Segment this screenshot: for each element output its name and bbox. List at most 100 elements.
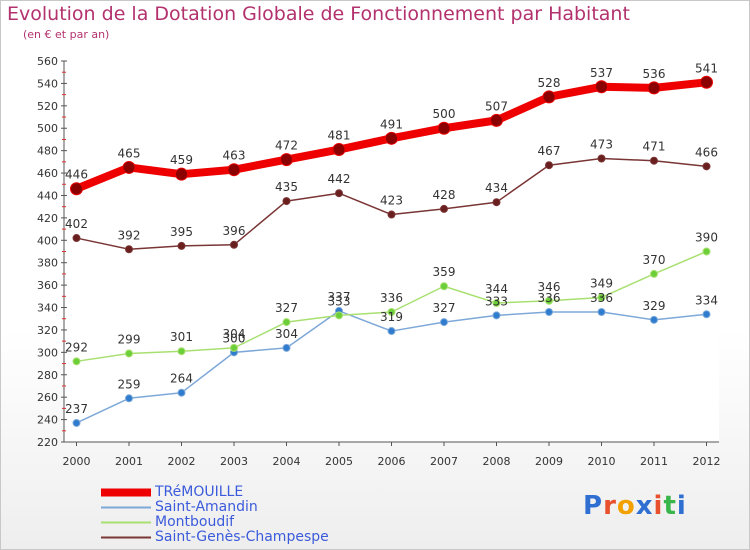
x-tick-label: 2003 xyxy=(220,455,248,468)
data-label-tremouille: 491 xyxy=(380,117,403,131)
data-point-tremouille xyxy=(542,90,556,104)
data-label-montboudif: 336 xyxy=(380,291,403,305)
data-point-montboudif xyxy=(440,282,448,291)
x-tick-label: 2008 xyxy=(483,455,511,468)
data-label-saint-genes-champespe: 434 xyxy=(485,181,508,195)
data-point-tremouille xyxy=(175,167,188,181)
data-label-saint-amandin: 237 xyxy=(65,402,88,416)
x-tick-label: 2001 xyxy=(115,455,143,468)
data-label-tremouille: 463 xyxy=(223,149,246,163)
y-tick-label: 260 xyxy=(37,391,58,404)
y-tick-label: 560 xyxy=(37,55,58,68)
data-point-montboudif xyxy=(72,357,81,366)
y-tick-label: 400 xyxy=(37,234,58,247)
data-point-tremouille xyxy=(280,153,293,167)
data-label-saint-amandin: 327 xyxy=(433,301,456,315)
legend-label-saint-amandin: Saint-Amandin xyxy=(155,499,258,515)
data-point-montboudif xyxy=(650,269,658,278)
data-label-tremouille: 536 xyxy=(643,67,666,81)
data-point-saint-amandin xyxy=(125,394,133,403)
data-label-tremouille: 528 xyxy=(538,76,561,90)
data-point-saint-amandin xyxy=(72,418,81,427)
x-tick-label: 2007 xyxy=(430,455,458,468)
data-label-saint-amandin: 300 xyxy=(223,331,246,345)
data-point-tremouille xyxy=(647,81,661,95)
data-label-saint-genes-champespe: 442 xyxy=(328,172,351,186)
data-label-saint-genes-champespe: 392 xyxy=(118,228,141,242)
legend-item-saint-amandin: Saint-Amandin xyxy=(101,500,329,515)
data-point-tremouille xyxy=(700,75,713,89)
data-label-montboudif: 349 xyxy=(590,276,613,290)
data-point-montboudif xyxy=(282,318,291,327)
data-point-montboudif xyxy=(597,293,606,302)
data-point-saint-amandin xyxy=(650,315,658,324)
y-tick-label: 220 xyxy=(37,436,58,449)
data-point-montboudif xyxy=(125,349,133,358)
data-label-saint-amandin: 304 xyxy=(275,327,298,341)
data-point-saint-genes-champespe xyxy=(72,234,81,243)
x-tick-label: 2005 xyxy=(325,455,353,468)
data-label-saint-genes-champespe: 467 xyxy=(538,144,561,158)
x-tick-label: 2009 xyxy=(535,455,563,468)
y-tick-label: 540 xyxy=(37,77,58,90)
data-point-saint-genes-champespe xyxy=(335,189,343,198)
data-point-saint-genes-champespe xyxy=(650,156,658,165)
data-label-saint-amandin: 337 xyxy=(328,290,351,304)
legend-swatch-tremouille xyxy=(101,488,151,497)
data-label-saint-genes-champespe: 423 xyxy=(380,194,403,208)
legend-label-montboudif: Montboudif xyxy=(155,514,235,530)
data-label-saint-amandin: 259 xyxy=(118,377,141,391)
data-point-saint-amandin xyxy=(177,388,186,397)
y-tick-label: 360 xyxy=(37,279,58,292)
x-tick-label: 2012 xyxy=(693,455,721,468)
legend-swatch-montboudif xyxy=(101,521,151,524)
legend-label-tremouille: TRéMOUILLE xyxy=(155,484,244,500)
data-point-saint-genes-champespe xyxy=(177,241,186,250)
data-label-saint-amandin: 334 xyxy=(695,293,718,307)
data-label-montboudif: 346 xyxy=(538,280,561,294)
data-point-tremouille xyxy=(227,163,241,177)
legend: TRéMOUILLE Saint-Amandin Montboudif Sain… xyxy=(101,485,329,545)
legend-item-saint-genes-champespe: Saint-Genès-Champespe xyxy=(101,530,329,545)
data-point-saint-amandin xyxy=(597,308,606,317)
y-tick-label: 480 xyxy=(37,145,58,158)
data-point-saint-amandin xyxy=(387,327,396,336)
data-point-saint-amandin xyxy=(282,343,291,352)
y-tick-label: 240 xyxy=(37,414,58,427)
data-point-montboudif xyxy=(177,347,186,356)
data-label-saint-genes-champespe: 435 xyxy=(275,180,298,194)
data-point-saint-amandin xyxy=(702,310,711,319)
data-point-montboudif xyxy=(230,343,238,352)
legend-swatch-saint-genes-champespe xyxy=(101,536,151,539)
data-label-tremouille: 541 xyxy=(695,61,718,75)
y-tick-label: 300 xyxy=(37,346,58,359)
y-tick-label: 440 xyxy=(37,189,58,202)
legend-label-saint-genes-champespe: Saint-Genès-Champespe xyxy=(155,529,329,545)
data-point-tremouille xyxy=(385,131,398,145)
data-point-saint-genes-champespe xyxy=(230,240,238,249)
data-point-saint-genes-champespe xyxy=(125,245,133,254)
data-point-saint-genes-champespe xyxy=(597,154,606,163)
data-label-saint-amandin: 333 xyxy=(485,294,508,308)
data-point-tremouille xyxy=(70,182,83,196)
plot-area xyxy=(64,61,719,442)
proxiti-logo: Proxiti xyxy=(583,491,687,521)
y-tick-label: 320 xyxy=(37,324,58,337)
x-tick-label: 2010 xyxy=(588,455,616,468)
x-tick-label: 2000 xyxy=(63,455,91,468)
data-label-tremouille: 537 xyxy=(590,66,613,80)
data-point-saint-genes-champespe xyxy=(282,197,291,206)
data-label-montboudif: 390 xyxy=(695,231,718,245)
y-tick-label: 460 xyxy=(37,167,58,180)
y-tick-label: 280 xyxy=(37,369,58,382)
data-point-montboudif xyxy=(545,296,553,305)
data-point-saint-genes-champespe xyxy=(387,210,396,219)
x-tick-label: 2004 xyxy=(273,455,301,468)
data-label-tremouille: 446 xyxy=(65,168,88,182)
data-label-tremouille: 500 xyxy=(433,107,456,121)
data-label-tremouille: 472 xyxy=(275,139,298,153)
data-point-tremouille xyxy=(595,80,608,94)
data-label-saint-amandin: 264 xyxy=(170,372,193,386)
y-tick-label: 340 xyxy=(37,302,58,315)
